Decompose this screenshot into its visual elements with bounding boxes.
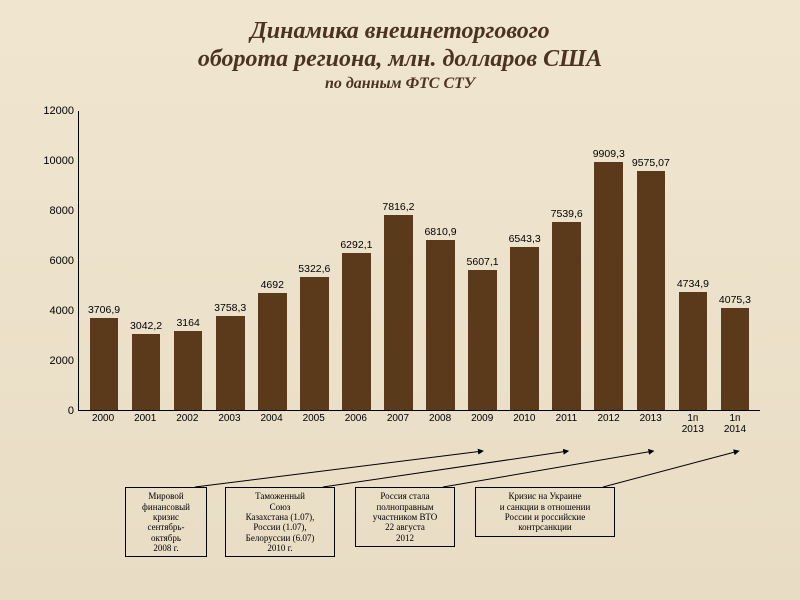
bar-column: 6810,9 [420, 111, 462, 410]
bar-column: 3164 [167, 111, 209, 410]
title-line-2: оборота региона, млн. долларов США [198, 46, 602, 72]
bar-value-label: 3758,3 [214, 302, 246, 314]
bar-value-label: 6292,1 [340, 239, 372, 251]
bar-value-label: 3706,9 [88, 304, 120, 316]
bar [342, 253, 371, 410]
bar-column: 7816,2 [377, 111, 419, 410]
annotation-box: Россия сталаполноправнымучастником ВТО22… [355, 487, 455, 547]
bar-value-label: 9575,07 [632, 157, 670, 169]
bar-column: 5322,6 [293, 111, 335, 410]
chart-title: Динамика внешнеторгового оборота региона… [30, 18, 770, 73]
x-tick-label: 2004 [251, 413, 293, 435]
bar-column: 6292,1 [335, 111, 377, 410]
bar [258, 293, 287, 410]
annotation-arrow [323, 451, 568, 487]
bar [174, 331, 203, 410]
bar-column: 3042,2 [125, 111, 167, 410]
x-tick-label: 2011 [545, 413, 587, 435]
x-tick-label: 2012 [588, 413, 630, 435]
annotation-arrow [195, 451, 483, 487]
y-tick-label: 4000 [50, 305, 74, 317]
bar-value-label: 7816,2 [382, 201, 414, 213]
annotation-box: Кризис на Украинеи санкции в отношенииРо… [475, 487, 615, 536]
y-tick-label: 12000 [43, 105, 74, 117]
bar-value-label: 5322,6 [298, 263, 330, 275]
x-tick-label: 2005 [293, 413, 335, 435]
bar-value-label: 3164 [176, 317, 199, 329]
annotations: Мировойфинансовыйкризиссентябрь-октябрь2… [30, 457, 770, 577]
bar-value-label: 4692 [261, 279, 284, 291]
plot-area: 3706,9 3042,2 3164 3758,3 4692 5322,6 6292,1 78… [78, 111, 760, 411]
y-tick-label: 2000 [50, 355, 74, 367]
bar-column: 4734,9 [672, 111, 714, 410]
x-axis-labels: 2000200120022003200420052006200720082009… [78, 413, 760, 435]
bar-value-label: 6810,9 [424, 226, 456, 238]
bar-column: 3706,9 [83, 111, 125, 410]
bar-column: 3758,3 [209, 111, 251, 410]
bar [90, 318, 119, 411]
bar [132, 334, 161, 410]
bar [426, 240, 455, 410]
bar-value-label: 5607,1 [467, 256, 499, 268]
x-tick-label: 2008 [419, 413, 461, 435]
bar [552, 222, 581, 410]
x-tick-label: 2009 [461, 413, 503, 435]
bar [384, 215, 413, 410]
bar-value-label: 7539,6 [551, 208, 583, 220]
x-tick-label: 2013 [630, 413, 672, 435]
x-tick-label: 2000 [82, 413, 124, 435]
slide: Динамика внешнеторгового оборота региона… [0, 0, 800, 600]
bar [721, 308, 750, 410]
bar-value-label: 9909,3 [593, 148, 625, 160]
bar-value-label: 6543,3 [509, 233, 541, 245]
bar-column: 4075,3 [714, 111, 756, 410]
x-tick-label: 2002 [166, 413, 208, 435]
bar [594, 162, 623, 410]
bar-value-label: 4075,3 [719, 294, 751, 306]
bars-container: 3706,9 3042,2 3164 3758,3 4692 5322,6 6292,1 78… [79, 111, 760, 410]
bar [216, 316, 245, 410]
bar-column: 6543,3 [504, 111, 546, 410]
x-tick-label: 1п2014 [714, 413, 756, 435]
y-tick-label: 6000 [50, 255, 74, 267]
x-tick-label: 2007 [377, 413, 419, 435]
bar [637, 171, 666, 410]
bar-chart: 020004000600080001000012000 3706,93042,2… [30, 111, 770, 451]
bar-column: 7539,6 [546, 111, 588, 410]
bar-value-label: 3042,2 [130, 320, 162, 332]
x-tick-label: 2003 [208, 413, 250, 435]
x-tick-label: 2001 [124, 413, 166, 435]
y-tick-label: 10000 [43, 155, 74, 167]
bar-column: 9909,3 [588, 111, 630, 410]
bar [510, 247, 539, 411]
bar-column: 9575,07 [630, 111, 672, 410]
bar-value-label: 4734,9 [677, 278, 709, 290]
bar [679, 292, 708, 410]
bar-column: 5607,1 [462, 111, 504, 410]
bar [300, 277, 329, 410]
bar [468, 270, 497, 410]
annotation-box: Мировойфинансовыйкризиссентябрь-октябрь2… [125, 487, 207, 557]
x-tick-label: 1п2013 [672, 413, 714, 435]
y-tick-label: 8000 [50, 205, 74, 217]
chart-subtitle: по данным ФТС СТУ [30, 75, 770, 93]
x-tick-label: 2006 [335, 413, 377, 435]
title-line-1: Динамика внешнеторгового [250, 18, 549, 44]
annotation-box: ТаможенныйСоюзКазахстана (1.07),России (… [225, 487, 335, 557]
y-axis: 020004000600080001000012000 [30, 111, 78, 411]
x-tick-label: 2010 [503, 413, 545, 435]
y-tick-label: 0 [68, 405, 74, 417]
bar-column: 4692 [251, 111, 293, 410]
